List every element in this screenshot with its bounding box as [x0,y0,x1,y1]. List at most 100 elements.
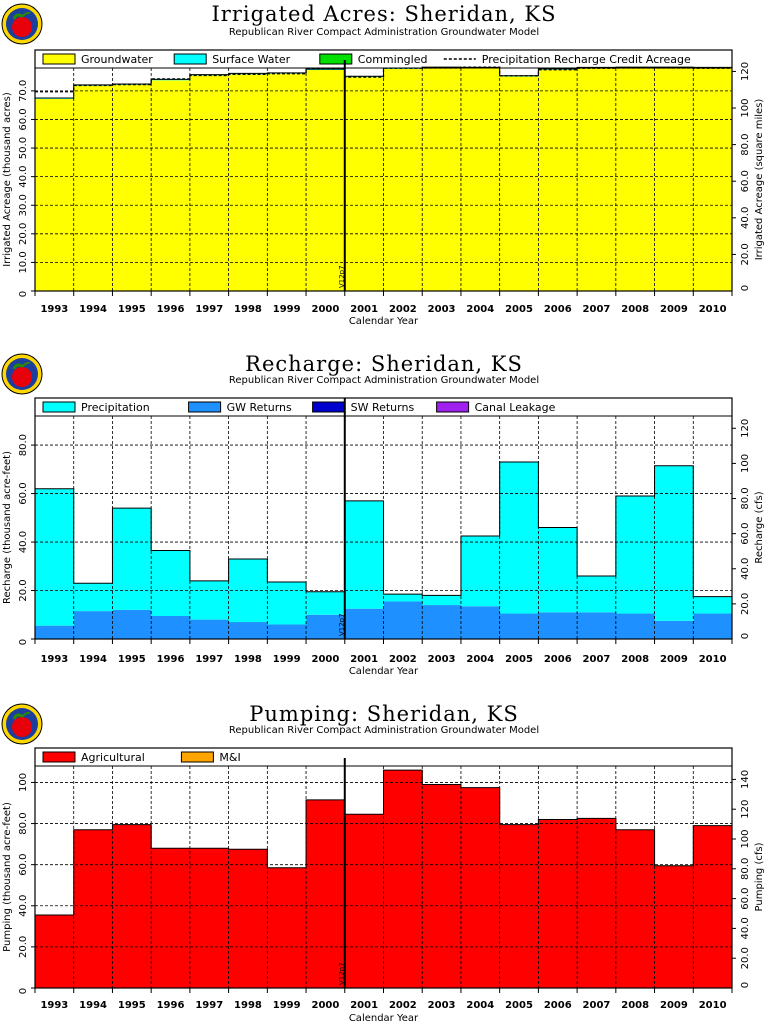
x-tick-label: 2009 [660,304,688,315]
legend-swatch [42,401,76,413]
bar-precipitation-2003 [422,595,462,606]
x-tick-label: 2004 [466,304,494,315]
y-axis-title: Irrigated Acreage (thousand acres) [2,92,13,267]
x-tick-label: 2008 [621,304,649,315]
x-tick-label: 1999 [273,1000,301,1011]
y-tick-label: 60.0 [18,108,29,130]
bar-gw-returns-2007 [577,612,617,639]
legend-swatch [188,401,222,413]
bar-groundwater-2007 [577,68,617,292]
chart-subtitle: Republican River Compact Administration … [228,725,540,736]
legend-swatch [42,53,76,65]
right-y-tick-label: 0 [740,633,751,639]
irrigated-acres-chart: Groundwater Surface Water Commingled Precip… [2,49,765,327]
x-tick-label: 2005 [505,1000,533,1011]
bar-precipitation-1997 [189,580,230,620]
x-tick-label: 2005 [505,654,533,665]
x-tick-label: 2006 [544,304,572,315]
right-y-tick-label: 20.0 [740,947,751,969]
x-tick-label: 2007 [583,1000,611,1011]
legend-swatch [319,53,353,65]
bar-agricultural-1999 [267,867,307,988]
x-tick-label: 2001 [350,1000,378,1011]
legend-swatch [312,401,346,413]
x-tick-label: 1996 [157,304,185,315]
x-tick-label: 1997 [195,1000,223,1011]
panel-recharge: Recharge: Sheridan, KS Republican River … [0,350,768,690]
legend-label: Groundwater [81,53,153,66]
marker-label: V12p7 [338,613,346,636]
legend-swatch [42,751,76,763]
bar-precipitation-1994 [73,583,113,612]
bar-groundwater-2006 [538,69,578,291]
bar-agricultural-1995 [112,824,152,988]
bar-groundwater-2005 [499,76,539,291]
bar-agricultural-2010 [693,825,733,988]
bar-groundwater-1998 [228,74,268,291]
x-tick-label: 1998 [234,304,262,315]
y-axis-title: Recharge (thousand acre-feet) [2,451,13,604]
x-tick-label: 1999 [273,304,301,315]
bar-agricultural-2007 [577,818,617,988]
bar-agricultural-1994 [73,829,113,988]
bar-agricultural-2002 [383,770,423,988]
right-y-tick-label: 80.0 [740,133,751,155]
chart-subtitle: Republican River Compact Administration … [228,27,540,38]
recharge-chart: Precipitation GW Returns SW Returns Canal L… [2,397,765,677]
right-y-tick-label: 40.0 [740,207,751,229]
x-tick-label: 2000 [311,654,339,665]
bar-groundwater-1996 [151,80,191,291]
bar-precipitation-1999 [267,582,307,625]
x-tick-label: 1994 [79,654,107,665]
x-tick-label: 2007 [583,654,611,665]
bar-groundwater-2000 [306,70,346,291]
bar-gw-returns-2000 [306,614,346,639]
x-tick-label: 2006 [544,1000,572,1011]
bar-groundwater-1995 [112,84,152,291]
x-tick-label: 1997 [195,654,223,665]
right-y-tick-label: 100 [740,454,751,473]
chart-title: Pumping: Sheridan, KS [249,702,519,726]
bar-agricultural-1997 [189,848,230,988]
right-y-tick-label: 40.0 [740,917,751,939]
y-tick-label: 50.0 [18,137,29,159]
y-tick-label: 40.0 [18,531,29,553]
y-tick-label: 80.0 [18,812,29,834]
marker-label: V12p7 [338,265,346,288]
y-tick-label: 80.0 [18,434,29,456]
chart-title: Recharge: Sheridan, KS [245,352,523,376]
y-tick-label: 20.0 [18,936,29,958]
bar-groundwater-2009 [654,68,694,291]
bar-precipitation-2001 [344,500,384,609]
x-axis-title: Calendar Year [349,316,419,327]
x-tick-label: 1998 [234,654,262,665]
right-y-tick-label: 60.0 [740,887,751,909]
bar-gw-returns-2006 [538,612,578,639]
bar-precipitation-2009 [654,465,694,621]
bar-groundwater-1997 [189,75,230,291]
bar-gw-returns-2008 [615,613,656,639]
x-tick-label: 2003 [428,654,456,665]
bar-agricultural-2006 [538,819,578,988]
bar-groundwater-1994 [73,85,113,291]
y-tick-label: 20.0 [18,223,29,245]
right-y-tick-label: 140 [740,770,751,789]
x-tick-label: 2002 [389,304,417,315]
x-axis-title: Calendar Year [349,1013,419,1024]
legend-label: M&I [219,751,240,764]
right-y-tick-label: 40.0 [740,558,751,580]
right-y-axis-title: Recharge (cfs) [754,491,765,563]
x-tick-label: 2009 [660,1000,688,1011]
bar-agricultural-1996 [151,848,191,988]
right-y-tick-label: 80.0 [740,858,751,880]
legend-label: Commingled [358,53,428,66]
x-axis-title: Calendar Year [349,666,419,677]
x-tick-label: 1995 [118,654,146,665]
x-tick-label: 2010 [699,1000,727,1011]
legend-label: SW Returns [351,401,415,414]
legend-label: Precipitation Recharge Credit Acreage [482,53,691,66]
bar-precipitation-2007 [577,575,617,613]
bar-agricultural-2008 [615,829,656,988]
right-y-tick-label: 100 [740,98,751,117]
y-tick-label: 40.0 [18,895,29,917]
